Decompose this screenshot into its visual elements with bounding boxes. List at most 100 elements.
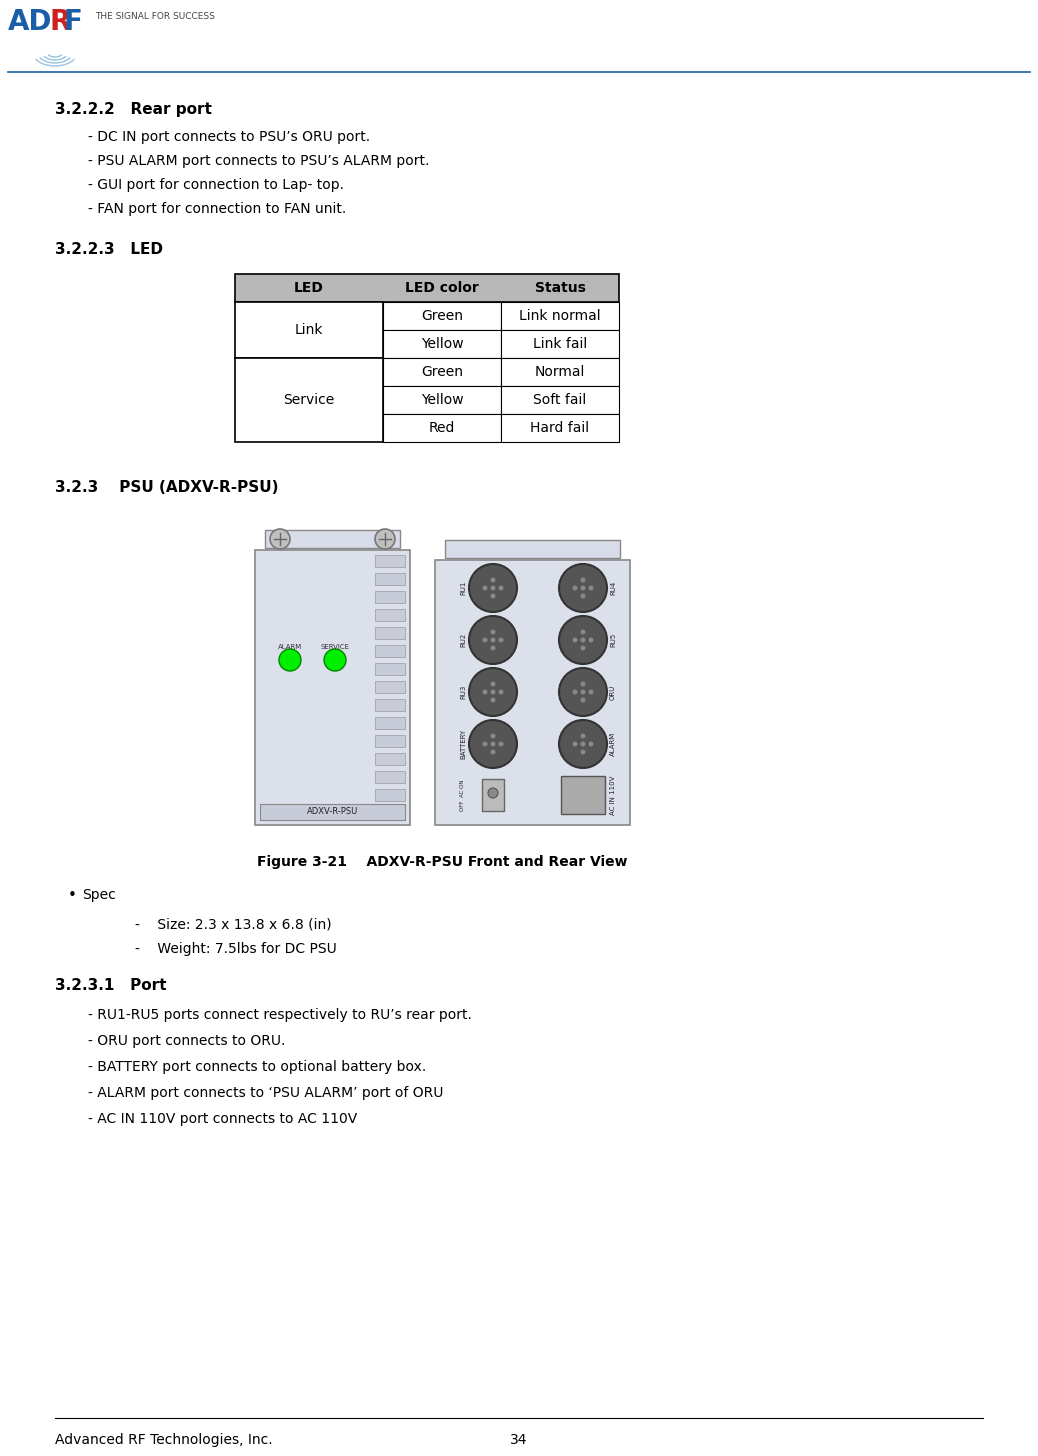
Text: Status: Status (535, 281, 585, 296)
Circle shape (573, 638, 577, 642)
Text: BATTERY: BATTERY (460, 729, 466, 759)
Text: ADXV-R-PSU: ADXV-R-PSU (307, 808, 358, 817)
Circle shape (580, 578, 585, 582)
Circle shape (483, 638, 488, 642)
Text: - ORU port connects to ORU.: - ORU port connects to ORU. (88, 1034, 285, 1048)
Bar (375, 591, 405, 603)
Circle shape (498, 690, 503, 695)
Circle shape (498, 638, 503, 642)
Bar (375, 609, 405, 622)
Circle shape (589, 638, 594, 642)
Circle shape (573, 690, 577, 695)
Text: - GUI port for connection to Lap- top.: - GUI port for connection to Lap- top. (88, 178, 344, 192)
Circle shape (580, 638, 585, 642)
Circle shape (491, 681, 495, 686)
Circle shape (580, 741, 585, 747)
Bar (265, 530, 400, 547)
Text: RU1: RU1 (460, 581, 466, 596)
Text: Yellow: Yellow (420, 393, 463, 408)
Circle shape (491, 578, 495, 582)
Text: 34: 34 (511, 1433, 527, 1447)
Circle shape (559, 616, 607, 664)
Circle shape (580, 585, 585, 591)
Text: -    Weight: 7.5lbs for DC PSU: - Weight: 7.5lbs for DC PSU (135, 942, 336, 957)
Circle shape (573, 585, 577, 591)
Circle shape (580, 750, 585, 754)
Circle shape (469, 616, 517, 664)
Text: Red: Red (429, 421, 456, 435)
Circle shape (580, 629, 585, 635)
Bar (375, 753, 405, 764)
Text: Link: Link (295, 323, 323, 336)
Bar (383, 414, 501, 443)
Circle shape (498, 585, 503, 591)
Circle shape (491, 690, 495, 695)
Bar (235, 274, 619, 301)
Circle shape (559, 563, 607, 612)
Text: - FAN port for connection to FAN unit.: - FAN port for connection to FAN unit. (88, 202, 347, 215)
Text: Hard fail: Hard fail (530, 421, 590, 435)
Circle shape (573, 741, 577, 747)
Circle shape (483, 585, 488, 591)
Circle shape (491, 645, 495, 651)
Bar (501, 331, 619, 358)
Text: F: F (64, 7, 83, 36)
Text: AC IN 110V: AC IN 110V (610, 775, 616, 815)
Bar (375, 699, 405, 711)
Circle shape (469, 668, 517, 716)
Bar (375, 716, 405, 729)
Bar (375, 574, 405, 585)
Circle shape (469, 721, 517, 767)
Bar (235, 358, 383, 443)
Text: Normal: Normal (535, 365, 585, 379)
Text: - ALARM port connects to ‘PSU ALARM’ port of ORU: - ALARM port connects to ‘PSU ALARM’ por… (88, 1086, 443, 1099)
Text: LED: LED (294, 281, 324, 296)
Bar (375, 772, 405, 783)
Circle shape (469, 563, 517, 612)
Text: RU3: RU3 (460, 684, 466, 699)
Text: 3.2.3.1   Port: 3.2.3.1 Port (55, 978, 166, 993)
Circle shape (559, 668, 607, 716)
FancyBboxPatch shape (255, 550, 410, 826)
Circle shape (580, 734, 585, 738)
Bar (501, 386, 619, 414)
Circle shape (491, 638, 495, 642)
Text: •: • (69, 888, 77, 903)
Text: ALARM: ALARM (278, 644, 302, 649)
Circle shape (491, 585, 495, 591)
FancyBboxPatch shape (435, 561, 630, 826)
Bar (561, 776, 605, 814)
Bar (501, 358, 619, 386)
Circle shape (279, 649, 301, 671)
Text: Link fail: Link fail (532, 336, 588, 351)
Circle shape (375, 529, 395, 549)
Text: Soft fail: Soft fail (534, 393, 586, 408)
Text: Yellow: Yellow (420, 336, 463, 351)
Text: Spec: Spec (82, 888, 116, 903)
Circle shape (559, 721, 607, 767)
Text: SERVICE: SERVICE (321, 644, 350, 649)
Text: ALARM: ALARM (610, 732, 616, 756)
Circle shape (580, 645, 585, 651)
Bar (383, 331, 501, 358)
Circle shape (491, 629, 495, 635)
Text: - AC IN 110V port connects to AC 110V: - AC IN 110V port connects to AC 110V (88, 1112, 357, 1125)
Circle shape (589, 585, 594, 591)
Bar (375, 735, 405, 747)
Text: Link normal: Link normal (519, 309, 601, 323)
Bar (501, 414, 619, 443)
Circle shape (491, 750, 495, 754)
Text: - DC IN port connects to PSU’s ORU port.: - DC IN port connects to PSU’s ORU port. (88, 130, 371, 144)
Text: Advanced RF Technologies, Inc.: Advanced RF Technologies, Inc. (55, 1433, 273, 1447)
Circle shape (491, 734, 495, 738)
Circle shape (580, 697, 585, 702)
Circle shape (498, 741, 503, 747)
Text: 3.2.2.2   Rear port: 3.2.2.2 Rear port (55, 102, 212, 116)
Bar (445, 540, 620, 558)
Text: Service: Service (283, 393, 334, 408)
Bar (375, 789, 405, 801)
Circle shape (491, 741, 495, 747)
Text: -    Size: 2.3 x 13.8 x 6.8 (in): - Size: 2.3 x 13.8 x 6.8 (in) (135, 917, 331, 932)
Bar (383, 358, 501, 386)
Circle shape (589, 690, 594, 695)
